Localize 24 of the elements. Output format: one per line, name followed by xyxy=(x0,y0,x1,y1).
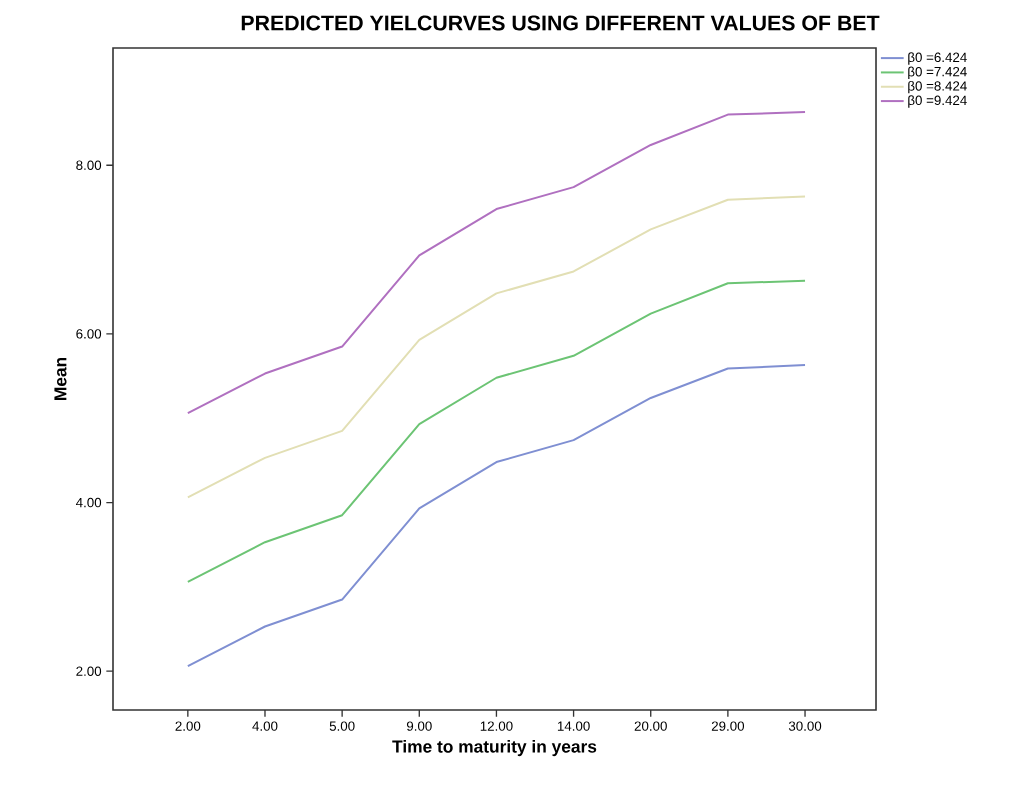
y-tick-label: 4.00 xyxy=(75,497,102,508)
x-tick-label: 4.00 xyxy=(252,721,278,731)
legend-label: β0 =8.424 xyxy=(908,80,967,94)
legend-label: β0 =6.424 xyxy=(908,52,967,65)
x-tick-label: 5.00 xyxy=(329,721,355,731)
y-tick-label: 8.00 xyxy=(76,160,102,170)
x-tick-label: 12.00 xyxy=(480,721,513,731)
x-tick-label: 20.00 xyxy=(634,721,667,731)
y-tick-label: 6.00 xyxy=(76,329,102,339)
line-series xyxy=(186,195,807,499)
x-tick-label: 30.00 xyxy=(788,721,822,731)
legend-label: β0 =9.424 xyxy=(908,95,967,108)
legend-label: β0 =7.424 xyxy=(908,66,967,80)
line-series xyxy=(186,364,807,668)
x-tick-label: 29.00 xyxy=(711,721,745,731)
x-axis-title: Time to maturity in years xyxy=(392,739,597,757)
x-tick-label: 2.00 xyxy=(175,721,201,731)
y-tick-label: 2.00 xyxy=(76,666,102,676)
chart-title: PREDICTED YIELCURVES USING DIFFERENT VALUES OF BET xyxy=(241,15,880,31)
x-tick-label: 14.00 xyxy=(557,721,590,731)
y-axis-title: Mean xyxy=(54,357,67,400)
line-series xyxy=(186,111,807,415)
x-tick-label: 9.00 xyxy=(406,721,432,731)
line-series xyxy=(186,279,807,583)
